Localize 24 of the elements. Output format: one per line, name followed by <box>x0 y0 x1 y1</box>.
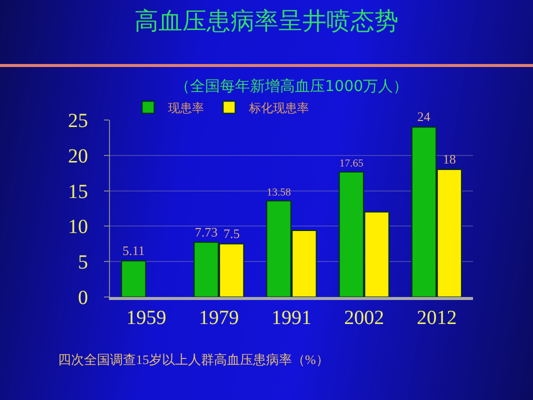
chart-subtitle: （全国每年新增高血压1000万人） <box>175 77 408 95</box>
data-label: 17.65 <box>339 158 364 170</box>
data-label: 7.73 <box>194 224 218 240</box>
data-label: 24 <box>417 109 431 124</box>
x-tick-label: 2002 <box>344 307 384 329</box>
y-tick-label: 25 <box>68 110 88 132</box>
legend-label: 现患率 <box>168 100 204 115</box>
y-tick-label: 15 <box>68 180 88 203</box>
x-tick-label: 1979 <box>198 307 239 329</box>
legend-label: 标化现患率 <box>248 100 310 115</box>
text: 四次全国调查15岁以上人群高血压患病率（%） <box>58 352 329 367</box>
x-tick-label: 2012 <box>416 307 457 329</box>
y-tick-label: 5 <box>78 252 88 274</box>
x-tick-label: 1991 <box>272 307 312 329</box>
chart-title: 高血压患病率呈井喷态势 <box>134 6 398 35</box>
data-label: 13.58 <box>266 186 291 198</box>
y-tick-label: 10 <box>68 216 88 238</box>
y-tick-label: 0 <box>78 287 88 309</box>
data-label: 5.11 <box>122 242 145 258</box>
data-label: 18 <box>442 152 456 167</box>
y-tick-label: 20 <box>68 145 88 168</box>
x-tick-label: 1959 <box>126 307 166 329</box>
bar <box>121 260 146 297</box>
data-label: 7.5 <box>223 226 240 241</box>
